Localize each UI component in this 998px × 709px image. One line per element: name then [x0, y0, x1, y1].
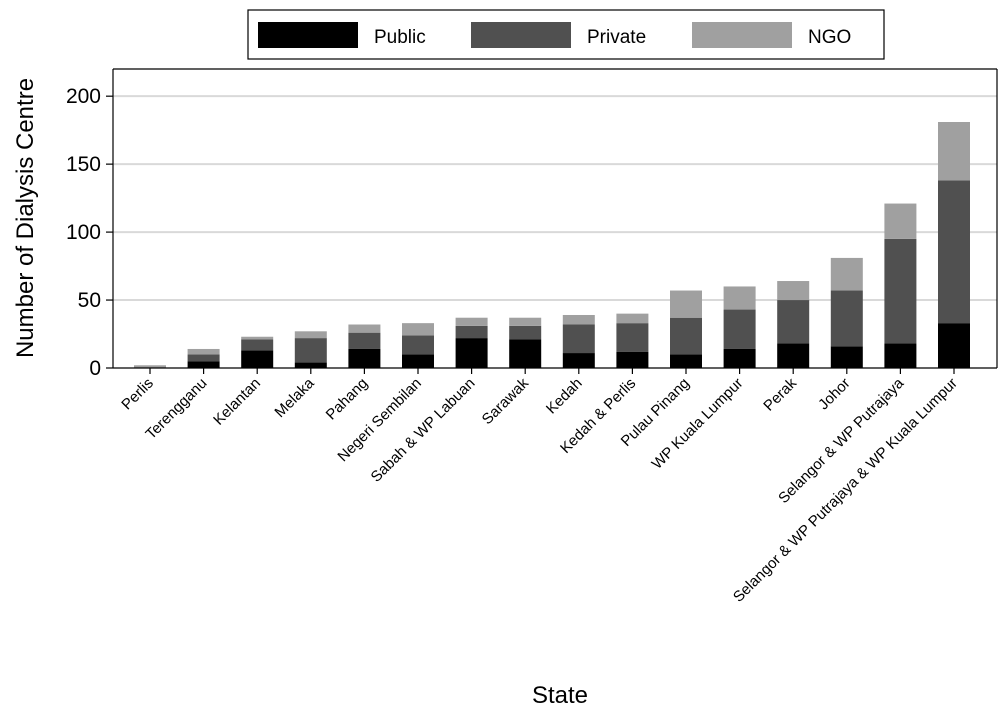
x-tick-label-sarawak: Sarawak [479, 374, 533, 428]
bar-ngo-pahang [348, 324, 381, 333]
bar-ngo-negeri-sembilan [402, 323, 434, 336]
x-tick-label-pahang: Pahang [323, 375, 372, 424]
legend-swatch-private [471, 22, 571, 48]
grid [113, 95, 997, 302]
bar-ngo-selangor-and-wp-putrajaya [884, 203, 917, 239]
legend-label-private: Private [587, 27, 646, 48]
bar-public-perak [777, 343, 810, 368]
bar-ngo-wp-kuala-lumpur [723, 286, 756, 310]
bar-public-sarawak [509, 339, 542, 368]
bar-public-selangor-and-wp-putrajaya-and-wp-kuala-lumpur [938, 323, 970, 368]
bar-ngo-johor [830, 257, 863, 291]
bar-public-selangor-and-wp-putrajaya [884, 343, 917, 368]
x-tick-label-selangor-and-wp-putrajaya-and-wp-kuala-lumpur: Selangor & WP Putrajaya & WP Kuala Lumpu… [730, 375, 961, 606]
bar-private-sabah-and-wp-labuan [455, 325, 488, 339]
y-tick-label-150: 150 [66, 153, 101, 176]
y-tick-label-100: 100 [66, 221, 101, 244]
bar-private-perak [777, 300, 810, 344]
bar-public-kedah [562, 353, 595, 368]
x-tick-label-melaka: Melaka [271, 374, 318, 421]
legend: Public Private NGO [247, 9, 885, 60]
bar-ngo-melaka [294, 331, 327, 339]
x-axis-title: State [532, 682, 588, 709]
bar-private-kedah-and-perlis [616, 323, 649, 352]
bar-private-terengganu [187, 354, 220, 362]
bar-private-selangor-and-wp-putrajaya [884, 238, 917, 344]
bar-ngo-kelantan [241, 336, 274, 340]
bar-private-wp-kuala-lumpur [723, 309, 756, 349]
bar-public-pahang [348, 348, 381, 368]
legend-label-ngo: NGO [808, 27, 851, 48]
x-tick-label-perak: Perak [760, 374, 800, 414]
bar-private-pahang [348, 332, 381, 349]
bar-ngo-pulau-pinang [670, 290, 702, 318]
y-tick-label-200: 200 [66, 85, 101, 108]
legend-swatch-ngo [692, 22, 792, 48]
bar-ngo-perak [777, 281, 810, 301]
bars [134, 122, 970, 368]
bar-ngo-terengganu [187, 348, 220, 355]
x-tick-label-kelantan: Kelantan [210, 375, 264, 429]
y-axis-title: Number of Dialysis Centre [12, 78, 39, 358]
x-tick-label-wp-kuala-lumpur: WP Kuala Lumpur [649, 375, 747, 473]
bar-public-pulau-pinang [670, 354, 702, 368]
bar-ngo-kedah [562, 314, 595, 325]
bar-private-kedah [562, 324, 595, 354]
bar-public-kedah-and-perlis [616, 351, 649, 368]
axes [112, 68, 998, 369]
x-tick-label-johor: Johor [815, 375, 854, 414]
y-tick-label-0: 0 [89, 357, 101, 380]
bar-public-sabah-and-wp-labuan [455, 338, 488, 368]
bar-private-pulau-pinang [670, 317, 702, 355]
bar-private-negeri-sembilan [402, 335, 434, 355]
bar-public-melaka [294, 362, 327, 368]
bar-ngo-selangor-and-wp-putrajaya-and-wp-kuala-lumpur [938, 122, 970, 181]
bar-private-johor [830, 290, 863, 347]
y-ticks: 0 50 100 150 200 [66, 85, 113, 380]
legend-label-public: Public [374, 27, 426, 48]
bar-private-kelantan [241, 339, 274, 351]
bar-ngo-sabah-and-wp-labuan [455, 317, 488, 326]
y-tick-label-50: 50 [78, 289, 101, 312]
bar-ngo-kedah-and-perlis [616, 313, 649, 324]
bar-private-melaka [294, 338, 327, 363]
bar-ngo-sarawak [509, 317, 542, 326]
bar-private-sarawak [509, 325, 542, 340]
legend-swatch-public [258, 22, 358, 48]
bar-public-johor [830, 346, 863, 368]
x-tick-label-perlis: Perlis [118, 375, 157, 414]
bar-ngo-perlis [134, 365, 166, 368]
bar-private-selangor-and-wp-putrajaya-and-wp-kuala-lumpur [938, 180, 970, 324]
bar-public-negeri-sembilan [402, 354, 434, 368]
bar-public-terengganu [187, 361, 220, 368]
bar-public-wp-kuala-lumpur [723, 348, 756, 368]
bar-public-kelantan [241, 350, 274, 368]
x-tick-label-kedah: Kedah [543, 375, 586, 418]
x-tick-label-sabah-and-wp-labuan: Sabah & WP Labuan [368, 375, 479, 486]
